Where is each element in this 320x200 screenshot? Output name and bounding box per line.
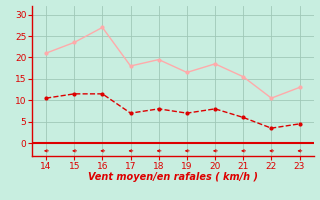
X-axis label: Vent moyen/en rafales ( km/h ): Vent moyen/en rafales ( km/h ) [88,172,258,182]
